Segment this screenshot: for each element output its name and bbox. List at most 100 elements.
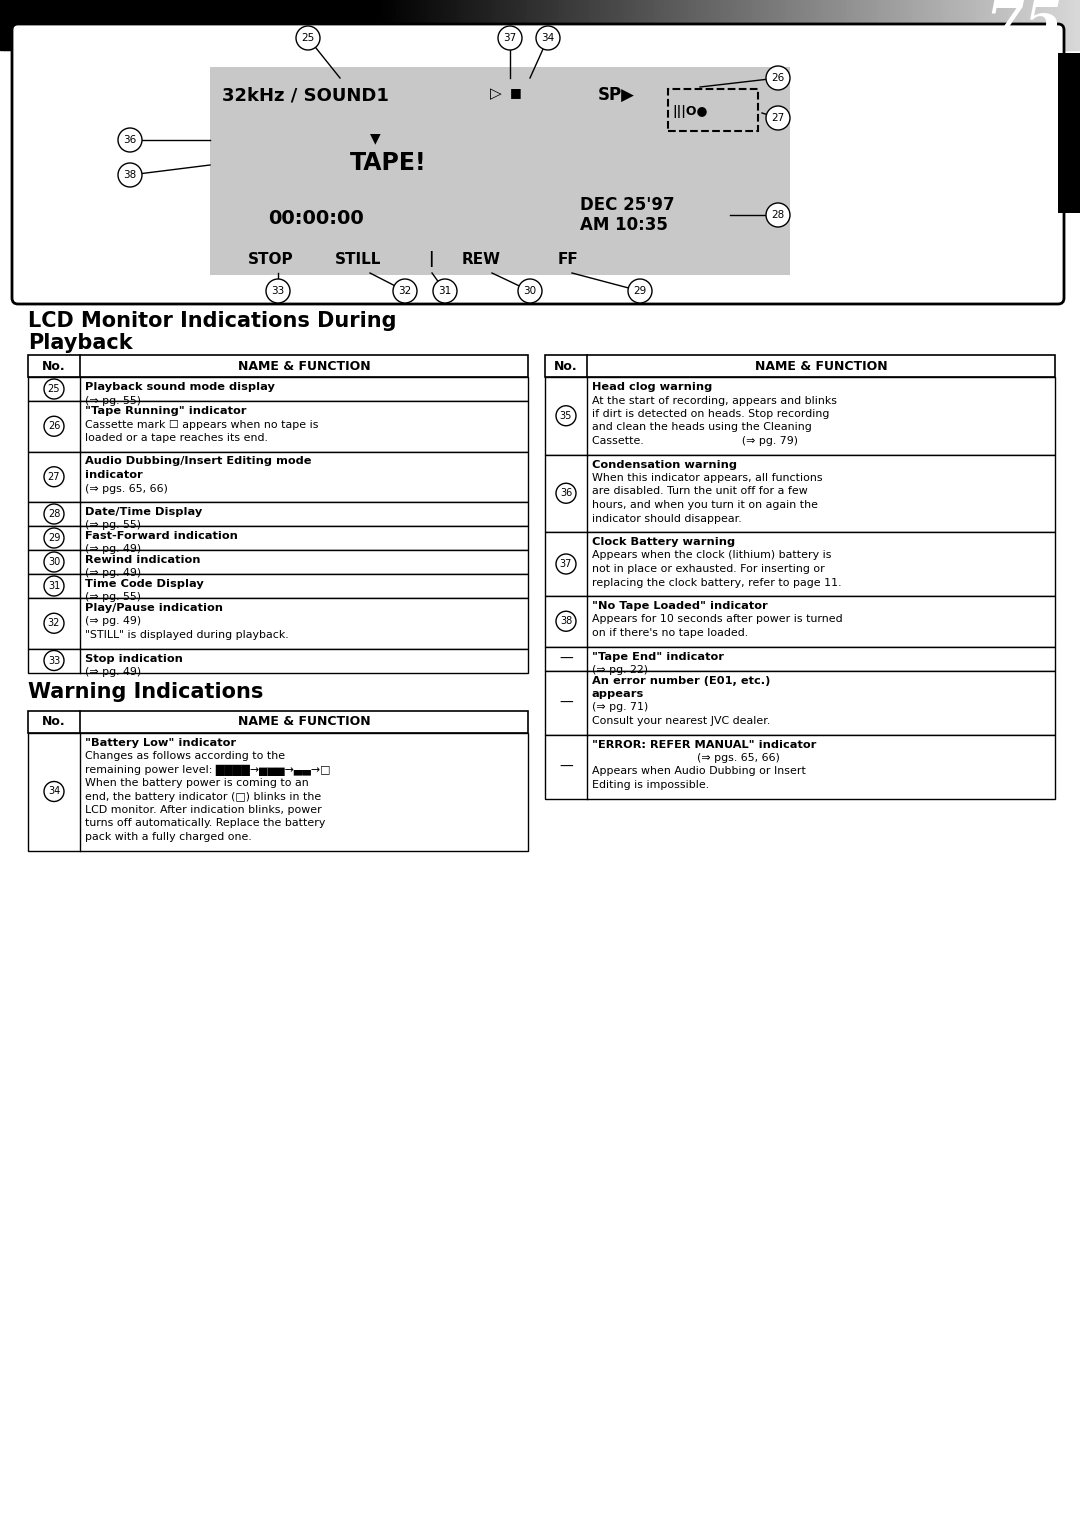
Circle shape [44,650,64,670]
Bar [46,0,52,51]
Text: Changes as follows according to the: Changes as follows according to the [85,751,285,760]
Bar [14,0,19,51]
Bar [68,0,73,51]
Text: (⇒ pg. 71): (⇒ pg. 71) [592,702,648,713]
Text: are disabled. Turn the unit off for a few: are disabled. Turn the unit off for a fe… [592,486,808,497]
Text: ■: ■ [510,86,522,100]
Bar [508,0,512,51]
Bar [648,0,652,51]
Text: Audio Dubbing/Insert Editing mode: Audio Dubbing/Insert Editing mode [85,457,311,466]
Bar [583,0,588,51]
Text: Fast-Forward indication: Fast-Forward indication [85,530,238,541]
Bar [40,0,44,51]
Text: Consult your nearest JVC dealer.: Consult your nearest JVC dealer. [592,716,770,727]
Bar [184,0,188,51]
Bar [1023,0,1027,51]
Text: 33: 33 [48,656,60,665]
Text: (⇒ pg. 22): (⇒ pg. 22) [592,665,648,675]
Bar [435,0,441,51]
Bar [43,0,48,51]
Bar [716,0,721,51]
Bar [122,0,127,51]
Bar [818,0,822,51]
Bar [792,0,797,51]
Bar [677,0,681,51]
Bar [545,377,1055,454]
Text: 25: 25 [301,34,314,43]
Bar [284,0,289,51]
Bar [227,0,231,51]
Bar [545,532,1055,596]
Bar [799,0,804,51]
Text: NAME & FUNCTION: NAME & FUNCTION [238,714,370,728]
Bar [28,648,528,673]
Bar [245,0,249,51]
Text: Cassette.                            (⇒ pg. 79): Cassette. (⇒ pg. 79) [592,435,798,446]
Text: 38: 38 [559,616,572,627]
Bar [626,0,631,51]
Bar [907,0,912,51]
Text: "Tape End" indicator: "Tape End" indicator [592,652,724,662]
Text: At the start of recording, appears and blinks: At the start of recording, appears and b… [592,396,837,406]
Bar [872,0,876,51]
Bar [756,0,760,51]
Bar [545,596,1055,647]
Bar [259,0,264,51]
Bar [640,0,646,51]
Bar [705,0,711,51]
Text: (⇒ pg. 55): (⇒ pg. 55) [85,396,141,406]
Circle shape [266,279,291,304]
Text: loaded or a tape reaches its end.: loaded or a tape reaches its end. [85,432,268,443]
Bar [475,0,480,51]
Bar [734,0,739,51]
Bar [28,733,528,851]
Bar [8,0,12,51]
Bar [137,0,141,51]
Text: 25: 25 [48,383,60,394]
Bar [1058,0,1063,51]
Bar [76,0,80,51]
Bar [785,0,789,51]
Bar [1029,0,1035,51]
Bar [424,0,430,51]
Text: REW: REW [462,251,501,267]
Bar [418,0,422,51]
Bar [176,0,181,51]
Bar [975,0,981,51]
Bar [375,0,379,51]
Bar [28,598,528,648]
Bar [545,670,1055,734]
Bar [839,0,843,51]
Bar [187,0,192,51]
Text: and clean the heads using the Cleaning: and clean the heads using the Cleaning [592,423,812,432]
Bar [396,0,401,51]
Bar [940,0,944,51]
Bar [130,0,134,51]
Bar [540,0,544,51]
Bar [623,0,627,51]
Bar [537,0,541,51]
Text: Stop indication: Stop indication [85,653,183,664]
FancyBboxPatch shape [12,25,1064,304]
Bar [526,0,530,51]
Bar [443,0,447,51]
Text: Appears when Audio Dubbing or Insert: Appears when Audio Dubbing or Insert [592,766,806,777]
Text: —: — [559,652,572,665]
Bar [921,0,927,51]
Bar [691,0,696,51]
Bar [810,0,814,51]
Bar [634,0,638,51]
Text: 31: 31 [48,581,60,592]
Bar [1034,0,1038,51]
Bar [36,0,41,51]
Text: end, the battery indicator (□) blinks in the: end, the battery indicator (□) blinks in… [85,791,321,802]
Bar [310,0,314,51]
Bar [802,0,808,51]
Bar [159,0,163,51]
Text: "Tape Running" indicator: "Tape Running" indicator [85,406,246,415]
Bar [529,0,534,51]
Circle shape [556,483,576,503]
Bar [165,0,171,51]
Bar [299,0,303,51]
Bar [742,0,746,51]
